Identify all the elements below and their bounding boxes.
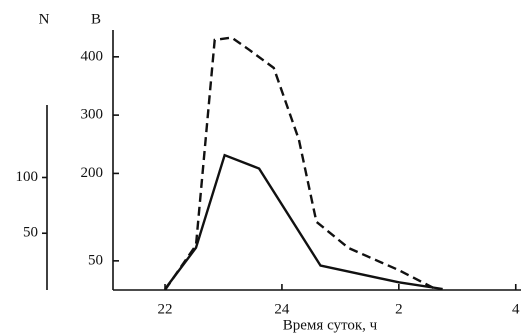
y2-tick-label: 50 [23, 225, 38, 241]
y-tick-label: 300 [81, 107, 104, 123]
y-axis-label: B [91, 11, 101, 27]
solid-line [164, 153, 443, 291]
x-tick-label: 22 [158, 301, 173, 317]
y-tick-label: 400 [81, 48, 104, 64]
y2-tick-label: 100 [16, 169, 39, 185]
x-tick-label: 4 [512, 301, 520, 317]
y2-axis-label: N [39, 11, 50, 27]
x-tick-label: 2 [395, 301, 403, 317]
y-tick-label: 50 [88, 252, 103, 268]
x-axis-label: Время суток, ч [283, 317, 378, 333]
y-tick-label: 200 [81, 165, 104, 181]
x-tick-label: 24 [274, 301, 290, 317]
dashed-line [164, 36, 438, 292]
